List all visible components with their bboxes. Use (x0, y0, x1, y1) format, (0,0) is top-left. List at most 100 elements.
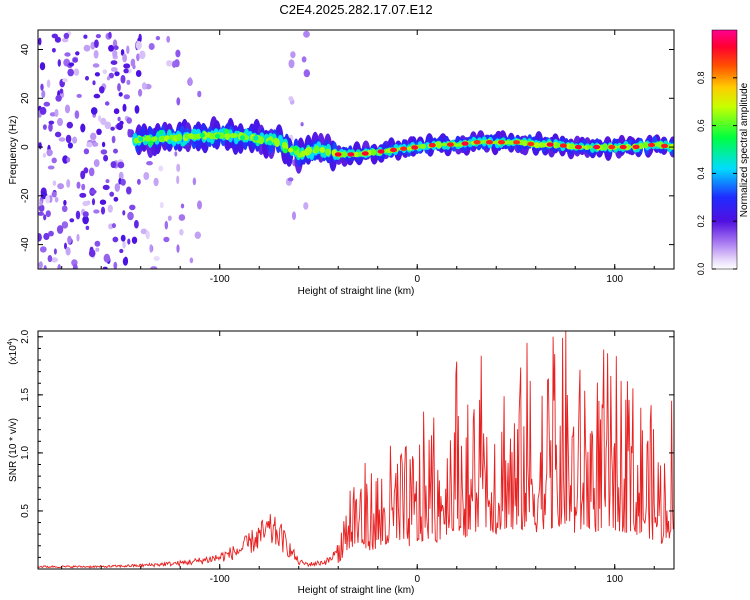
noise-blob (57, 59, 61, 67)
ridge-peak (619, 144, 627, 150)
noise-blob (143, 172, 150, 180)
noise-blob (57, 264, 61, 269)
ridge-peak (411, 145, 419, 150)
noise-blob (110, 126, 115, 131)
noise-blob (39, 62, 46, 71)
noise-blob (52, 180, 57, 186)
noise-blob (118, 92, 123, 97)
noise-blob (114, 183, 121, 192)
x-tick-label: 0 (414, 274, 420, 285)
snr-multiplier-base: (x10 (8, 345, 19, 365)
noise-blob (66, 179, 71, 188)
noise-blob (59, 88, 64, 94)
noise-blob (127, 238, 131, 245)
noise-blob (73, 68, 80, 76)
colorbar-ticks: 0.0 0.2 0.4 0.6 0.8 (696, 72, 737, 276)
colorbar-tick-label: 0.6 (696, 119, 706, 132)
noise-blob (51, 257, 58, 263)
noise-blob (176, 163, 181, 172)
noise-blob (51, 191, 57, 198)
ridge-blob (642, 141, 649, 149)
noise-blob (93, 93, 101, 99)
ridge-peak (593, 144, 601, 150)
noise-blob (159, 201, 164, 209)
noise-blob (155, 36, 161, 41)
x-tick-label: -100 (210, 274, 230, 285)
noise-blob (76, 233, 80, 242)
ridge-blob (534, 142, 540, 149)
noise-blob (137, 178, 141, 185)
noise-blob (47, 165, 55, 170)
spectrogram-plot-area (38, 30, 674, 269)
noise-blob (40, 83, 44, 91)
snr-frame (37, 330, 675, 570)
noise-blob (69, 218, 75, 223)
ridge-blob (232, 133, 238, 138)
noise-blob (287, 177, 294, 182)
noise-blob (113, 148, 118, 154)
noise-blob (122, 103, 127, 112)
noise-blob (126, 117, 132, 124)
noise-blob (110, 161, 117, 169)
noise-blob (174, 151, 178, 157)
ridge-peak (224, 128, 230, 134)
noise-blob (67, 235, 72, 244)
colorbar-tick-label: 0.0 (696, 263, 706, 276)
snr-axes: -100 0 100 0.5 1.0 1.5 2.0 (20, 329, 674, 585)
ridge-blob (626, 145, 633, 149)
noise-blob (85, 76, 89, 81)
noise-blob (54, 36, 62, 43)
noise-blob (178, 214, 186, 221)
noise-blob (66, 157, 71, 163)
snr-line (38, 331, 674, 569)
noise-blob (141, 82, 147, 90)
spectrogram-frame (37, 29, 675, 270)
noise-blob (102, 69, 108, 74)
noise-blob (301, 56, 307, 63)
ridge-blob (287, 147, 294, 153)
noise-blob (110, 60, 118, 65)
noise-blob (176, 244, 180, 253)
ridge-blob (341, 151, 348, 158)
noise-blob (67, 68, 74, 77)
ridge-blob (586, 145, 593, 149)
noise-blob (288, 59, 295, 69)
noise-blob (74, 110, 80, 119)
colorbar-tick-label: 0.8 (696, 72, 706, 85)
noise-blob (122, 240, 126, 249)
noise-blob (57, 117, 63, 127)
ridge-peak (200, 132, 205, 138)
ridge-blob (306, 146, 313, 155)
noise-blob (63, 32, 70, 40)
noise-blob (103, 154, 109, 162)
noise-blob (93, 209, 100, 214)
noise-blob (189, 257, 194, 264)
noise-blob (179, 229, 184, 236)
noise-blob (39, 106, 47, 115)
noise-blob (123, 94, 130, 100)
x-tick-label: 0 (414, 574, 420, 585)
snr-plot-area (38, 331, 674, 569)
noise-blob (38, 142, 42, 150)
ridge-blob (522, 140, 528, 147)
noise-blob (119, 248, 124, 254)
noise-blob (42, 153, 47, 158)
noise-blob (43, 101, 51, 107)
ridge-peak (282, 148, 288, 154)
ridge-peak (253, 135, 259, 141)
noise-blob (64, 52, 71, 57)
ridge-peak (632, 144, 640, 150)
noise-blob (104, 121, 112, 130)
noise-blob (117, 83, 121, 92)
ridge-peak (661, 143, 668, 149)
noise-blob (93, 159, 100, 168)
noise-blob (81, 183, 86, 191)
noise-blob (67, 142, 73, 149)
noise-blob (303, 202, 309, 210)
noise-blob (113, 108, 120, 115)
noise-blob (303, 30, 310, 38)
noise-blob (146, 161, 153, 166)
noise-blob (126, 79, 131, 85)
noise-blob (62, 78, 68, 83)
noise-blob (83, 167, 89, 174)
